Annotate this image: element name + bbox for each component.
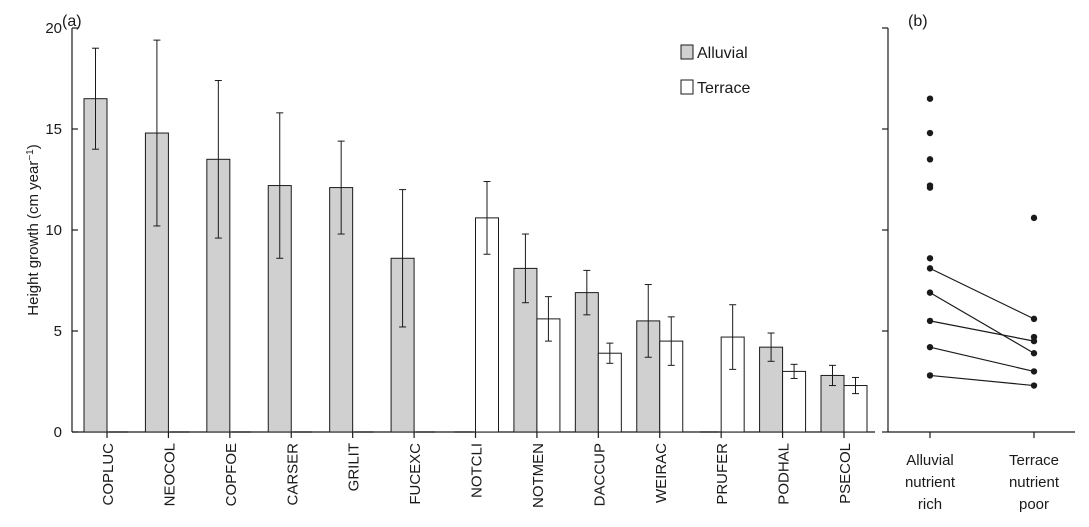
category-label: COPLUC xyxy=(100,443,117,506)
panel-b-category-label: nutrient xyxy=(1009,474,1060,491)
category-label: PSECOL xyxy=(837,443,854,504)
panel-a-bars xyxy=(83,98,868,433)
panel-a-category-labels: COPLUC NEOCOL COPFOE CARSER GRILIT FUCEXC NOTC… xyxy=(100,443,854,508)
legend: Alluvial Terrace xyxy=(680,44,750,97)
category-label: DACCUP xyxy=(591,443,608,506)
point-alluvial xyxy=(926,372,934,379)
point-terrace xyxy=(1030,337,1038,345)
y-tick-label: 15 xyxy=(45,121,62,138)
category-label: GRILIT xyxy=(346,443,363,491)
pair-line xyxy=(929,267,1035,320)
point-alluvial xyxy=(926,95,934,102)
point-alluvial xyxy=(926,317,934,325)
legend-label-terrace: Terrace xyxy=(697,80,750,97)
panel-b-pair-lines xyxy=(929,267,1035,387)
category-label: PODHAL xyxy=(776,443,793,505)
point-alluvial xyxy=(926,184,934,191)
panel-b-label: (b) xyxy=(908,13,928,30)
y-tick-label: 5 xyxy=(54,323,62,340)
category-label: COPFOE xyxy=(223,443,240,506)
panel-b-category-label: poor xyxy=(1019,496,1049,513)
point-terrace xyxy=(1030,368,1038,375)
point-alluvial xyxy=(926,265,934,272)
point-terrace xyxy=(1030,214,1038,222)
panel-b: (b) Alluvial nutrient rich Terrace nutrient p… xyxy=(882,13,1075,513)
panel-a-error-bars xyxy=(92,39,859,395)
panel-b-category-label: nutrient xyxy=(905,474,956,491)
point-terrace xyxy=(1030,315,1038,323)
point-alluvial xyxy=(926,289,934,296)
panel-a-x-axis xyxy=(72,431,875,438)
point-alluvial xyxy=(926,255,934,262)
pair-line xyxy=(929,320,1035,342)
pair-line xyxy=(929,374,1035,387)
y-tick-label: 0 xyxy=(54,424,62,441)
point-alluvial xyxy=(926,343,934,351)
panel-a: (a) Height growth (cm year−1) 0 5 10 15 20 C… xyxy=(25,13,875,508)
y-tick-label: 20 xyxy=(45,20,62,37)
panel-a-y-axis: 0 5 10 15 20 xyxy=(45,20,78,441)
panel-b-axes xyxy=(882,27,1075,438)
pair-line xyxy=(929,346,1035,372)
category-label: FUCEXC xyxy=(407,443,424,505)
category-label: NOTCLI xyxy=(469,443,486,498)
legend-label-alluvial: Alluvial xyxy=(697,45,748,62)
panel-a-label: (a) xyxy=(62,13,82,30)
pair-line xyxy=(929,292,1035,354)
panel-b-category-label: Terrace xyxy=(1009,452,1059,469)
bar-terrace xyxy=(597,352,622,433)
y-tick-label: 10 xyxy=(45,222,62,239)
panel-b-category-label: rich xyxy=(918,496,942,513)
bar-terrace xyxy=(782,370,807,433)
category-label: NEOCOL xyxy=(161,443,178,506)
point-terrace xyxy=(1030,382,1038,389)
panel-b-points xyxy=(926,95,1038,389)
y-axis-label-end: ) xyxy=(25,144,42,149)
point-alluvial xyxy=(926,129,934,137)
legend-swatch-terrace xyxy=(680,79,694,95)
point-terrace xyxy=(1030,350,1038,357)
y-axis-label-main: Height growth (cm year xyxy=(25,161,42,316)
category-label: NOTMEN xyxy=(530,443,547,508)
panel-b-category-labels: Alluvial nutrient rich Terrace nutrient poor xyxy=(905,452,1060,513)
category-label: CARSER xyxy=(284,443,301,506)
category-label: WEIRAC xyxy=(653,443,670,503)
point-alluvial xyxy=(926,156,934,163)
y-axis-label: Height growth (cm year−1) xyxy=(25,144,42,315)
y-axis-label-superscript: −1 xyxy=(25,149,36,161)
panel-b-category-label: Alluvial xyxy=(906,452,954,469)
legend-swatch-alluvial xyxy=(680,44,694,60)
category-label: PRUFER xyxy=(714,443,731,505)
